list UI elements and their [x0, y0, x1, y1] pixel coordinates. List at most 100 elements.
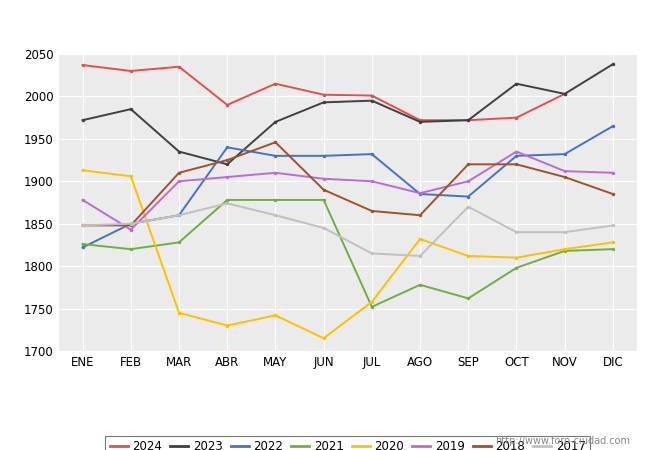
- 2022: [224, 144, 231, 150]
- 2023: [320, 99, 328, 105]
- 2019: [464, 179, 472, 184]
- 2019: [561, 168, 569, 174]
- 2023: [609, 62, 617, 67]
- 2017: [513, 230, 521, 235]
- 2021: [320, 197, 328, 202]
- Line: 2020: 2020: [81, 168, 615, 340]
- 2018: [79, 223, 86, 228]
- 2023: [175, 149, 183, 154]
- 2017: [224, 201, 231, 206]
- Text: http://www.foro-ciudad.com: http://www.foro-ciudad.com: [495, 436, 630, 446]
- 2019: [609, 170, 617, 176]
- 2018: [464, 162, 472, 167]
- 2020: [224, 323, 231, 328]
- 2022: [272, 153, 280, 158]
- 2018: [609, 191, 617, 197]
- 2017: [127, 221, 135, 226]
- 2024: [224, 102, 231, 108]
- 2020: [79, 167, 86, 173]
- 2018: [320, 187, 328, 193]
- 2022: [513, 153, 521, 158]
- 2018: [513, 162, 521, 167]
- 2022: [609, 123, 617, 129]
- 2022: [79, 245, 86, 250]
- 2018: [416, 212, 424, 218]
- 2023: [464, 117, 472, 123]
- 2021: [224, 197, 231, 202]
- 2018: [272, 140, 280, 145]
- 2021: [175, 240, 183, 245]
- 2022: [368, 152, 376, 157]
- 2017: [368, 251, 376, 256]
- 2020: [561, 247, 569, 252]
- Line: 2023: 2023: [81, 63, 615, 166]
- 2019: [272, 170, 280, 176]
- Line: 2019: 2019: [81, 150, 615, 231]
- 2017: [320, 225, 328, 231]
- 2018: [224, 158, 231, 163]
- 2024: [79, 63, 86, 68]
- 2023: [416, 119, 424, 125]
- 2020: [272, 313, 280, 318]
- 2021: [272, 197, 280, 202]
- Line: 2017: 2017: [81, 202, 615, 258]
- 2021: [127, 247, 135, 252]
- 2021: [513, 265, 521, 270]
- 2017: [79, 223, 86, 228]
- 2024: [416, 117, 424, 123]
- Line: 2024: 2024: [81, 63, 566, 122]
- 2021: [368, 304, 376, 310]
- 2022: [561, 152, 569, 157]
- 2022: [127, 221, 135, 226]
- 2019: [224, 174, 231, 180]
- 2024: [561, 91, 569, 97]
- 2019: [127, 227, 135, 232]
- 2017: [464, 204, 472, 209]
- 2018: [127, 223, 135, 228]
- 2024: [175, 64, 183, 69]
- 2022: [320, 153, 328, 158]
- 2019: [368, 179, 376, 184]
- 2023: [224, 162, 231, 167]
- 2024: [368, 93, 376, 98]
- 2017: [175, 212, 183, 218]
- 2019: [79, 197, 86, 202]
- 2018: [175, 170, 183, 176]
- 2020: [513, 255, 521, 261]
- 2024: [464, 117, 472, 123]
- 2020: [175, 310, 183, 315]
- 2024: [127, 68, 135, 74]
- 2024: [320, 92, 328, 98]
- 2021: [79, 241, 86, 247]
- 2022: [175, 212, 183, 218]
- 2023: [272, 119, 280, 125]
- Legend: 2024, 2023, 2022, 2021, 2020, 2019, 2018, 2017: 2024, 2023, 2022, 2021, 2020, 2019, 2018…: [105, 436, 590, 450]
- Text: Afiliados en Valsequillo de Gran Canaria a 30/9/2024: Afiliados en Valsequillo de Gran Canaria…: [132, 15, 518, 30]
- 2017: [416, 253, 424, 259]
- 2021: [464, 296, 472, 301]
- 2020: [368, 299, 376, 305]
- 2020: [609, 240, 617, 245]
- 2020: [320, 336, 328, 341]
- 2020: [464, 253, 472, 259]
- 2018: [368, 208, 376, 214]
- 2019: [320, 176, 328, 181]
- 2023: [513, 81, 521, 86]
- 2023: [561, 91, 569, 97]
- 2021: [609, 247, 617, 252]
- 2019: [175, 179, 183, 184]
- 2018: [561, 174, 569, 180]
- 2019: [416, 190, 424, 196]
- 2020: [416, 236, 424, 242]
- 2017: [609, 223, 617, 228]
- Line: 2018: 2018: [81, 140, 615, 227]
- 2023: [127, 107, 135, 112]
- 2024: [513, 115, 521, 120]
- 2022: [464, 194, 472, 199]
- 2024: [272, 81, 280, 86]
- 2021: [416, 282, 424, 288]
- 2017: [561, 230, 569, 235]
- 2023: [79, 117, 86, 123]
- Line: 2022: 2022: [81, 124, 615, 249]
- 2017: [272, 212, 280, 218]
